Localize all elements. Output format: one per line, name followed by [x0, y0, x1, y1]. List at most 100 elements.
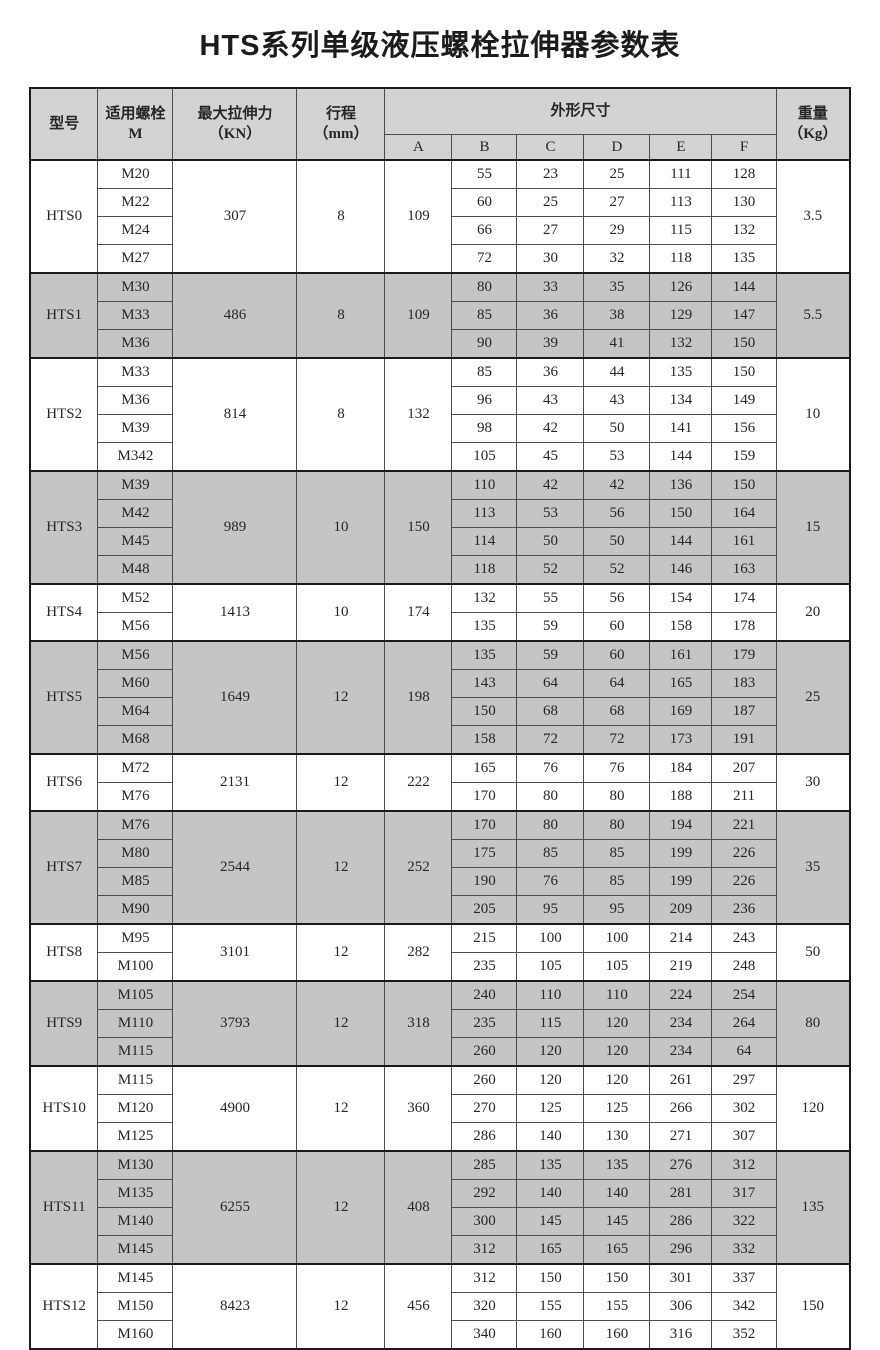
bolt-cell: M115	[97, 1037, 174, 1067]
dim-d-cell: 80	[583, 782, 651, 812]
dim-f-cell: 352	[711, 1320, 777, 1350]
stroke-cell: 12	[296, 1263, 386, 1350]
dim-e-cell: 199	[649, 839, 713, 868]
dim-f-cell: 183	[711, 669, 777, 698]
header-stroke-line1: 行程	[325, 105, 356, 122]
table-row: M39 98 42 50 141 156	[30, 414, 850, 443]
dim-c-cell: 95	[516, 895, 585, 925]
header-force: 最大拉伸力 （KN）	[172, 87, 298, 161]
dim-b-cell: 110	[451, 470, 518, 500]
table-row: HTS3 M39 989 10 150 110 42 42 136 150 15	[29, 470, 851, 585]
dim-d-cell: 140	[583, 1179, 651, 1208]
dim-f-cell: 226	[711, 839, 777, 868]
dim-e-cell: 113	[649, 188, 713, 217]
table-row: M45 114 50 50 144 161	[30, 527, 850, 556]
dim-c-cell: 50	[516, 527, 585, 556]
dim-c-cell: 30	[516, 244, 585, 274]
dim-c-cell: 64	[516, 669, 585, 698]
dim-e-cell: 111	[649, 159, 713, 189]
weight-cell: 50	[775, 923, 851, 982]
stroke-cell: 12	[296, 640, 386, 755]
dim-e-cell: 136	[649, 470, 713, 500]
stroke-cell: 8	[296, 272, 386, 359]
dim-e-cell: 276	[649, 1150, 713, 1180]
model-cell: HTS2	[29, 357, 99, 472]
force-cell: 3101	[172, 923, 298, 982]
dim-f-cell: 254	[711, 980, 777, 1010]
dim-f-cell: 178	[711, 612, 777, 642]
bolt-cell: M60	[97, 669, 174, 698]
bolt-cell: M22	[97, 188, 174, 217]
dim-e-cell: 188	[649, 782, 713, 812]
bolt-cell: M30	[97, 272, 174, 302]
force-cell: 307	[172, 159, 298, 274]
table-row: M120 270 125 125 266 302	[30, 1094, 850, 1123]
model-cell: HTS7	[29, 810, 99, 925]
table-row: M135 292 140 140 281 317	[30, 1179, 850, 1208]
dim-c-cell: 150	[516, 1263, 585, 1293]
weight-cell: 80	[775, 980, 851, 1067]
dim-d-cell: 50	[583, 414, 651, 443]
bolt-cell: M145	[97, 1235, 174, 1265]
header-bolt-line2: M	[128, 126, 143, 142]
bolt-cell: M80	[97, 839, 174, 868]
model-cell: HTS0	[29, 159, 99, 274]
dim-e-cell: 115	[649, 216, 713, 245]
stroke-cell: 12	[296, 1065, 386, 1152]
table-row: M42 113 53 56 150 164	[30, 499, 850, 528]
header-dimensions: 外形尺寸	[384, 87, 777, 135]
dim-f-cell: 174	[711, 583, 777, 613]
bolt-cell: M110	[97, 1009, 174, 1038]
dim-d-cell: 80	[583, 810, 651, 840]
dim-c-cell: 125	[516, 1094, 585, 1123]
dim-f-cell: 243	[711, 923, 777, 953]
dim-b-cell: 340	[451, 1320, 518, 1350]
header-dim-b: B	[451, 133, 518, 161]
header-dim-e: E	[649, 133, 713, 161]
table-row: HTS4 M52 1413 10 174 132 55 56 154 174 20	[29, 583, 851, 642]
bolt-cell: M140	[97, 1207, 174, 1236]
dim-c-cell: 36	[516, 357, 585, 387]
dim-a-cell: 109	[384, 272, 453, 359]
dim-c-cell: 59	[516, 612, 585, 642]
dim-d-cell: 120	[583, 1009, 651, 1038]
dim-b-cell: 260	[451, 1037, 518, 1067]
dim-a-cell: 456	[384, 1263, 453, 1350]
dim-b-cell: 135	[451, 612, 518, 642]
dim-d-cell: 32	[583, 244, 651, 274]
dim-d-cell: 120	[583, 1065, 651, 1095]
bolt-cell: M145	[97, 1263, 174, 1293]
dim-e-cell: 194	[649, 810, 713, 840]
bolt-cell: M39	[97, 470, 174, 500]
dim-d-cell: 60	[583, 612, 651, 642]
dim-b-cell: 85	[451, 357, 518, 387]
dim-f-cell: 132	[711, 216, 777, 245]
table-row: M27 72 30 32 118 135	[30, 244, 850, 274]
parameter-table: 型号 适用螺栓 M 最大拉伸力 （KN） 行程 （mm） 外形尺寸 重量 （Kg…	[28, 87, 852, 1350]
bolt-cell: M85	[97, 867, 174, 896]
dim-b-cell: 170	[451, 810, 518, 840]
dim-a-cell: 150	[384, 470, 453, 585]
dim-e-cell: 158	[649, 612, 713, 642]
dim-c-cell: 80	[516, 782, 585, 812]
dim-d-cell: 145	[583, 1207, 651, 1236]
dim-a-cell: 198	[384, 640, 453, 755]
dim-b-cell: 205	[451, 895, 518, 925]
dim-e-cell: 129	[649, 301, 713, 330]
bolt-cell: M36	[97, 329, 174, 359]
dim-d-cell: 43	[583, 386, 651, 415]
stroke-cell: 10	[296, 583, 386, 642]
table-row: M48 118 52 52 146 163	[30, 555, 850, 585]
model-cell: HTS5	[29, 640, 99, 755]
dim-b-cell: 240	[451, 980, 518, 1010]
dim-d-cell: 85	[583, 839, 651, 868]
table-row: M80 175 85 85 199 226	[30, 839, 850, 868]
dim-c-cell: 42	[516, 414, 585, 443]
dim-e-cell: 316	[649, 1320, 713, 1350]
header-weight-line1: 重量	[797, 105, 828, 122]
dim-d-cell: 85	[583, 867, 651, 896]
dim-c-cell: 76	[516, 867, 585, 896]
model-cell: HTS10	[29, 1065, 99, 1152]
dim-f-cell: 130	[711, 188, 777, 217]
model-cell: HTS4	[29, 583, 99, 642]
